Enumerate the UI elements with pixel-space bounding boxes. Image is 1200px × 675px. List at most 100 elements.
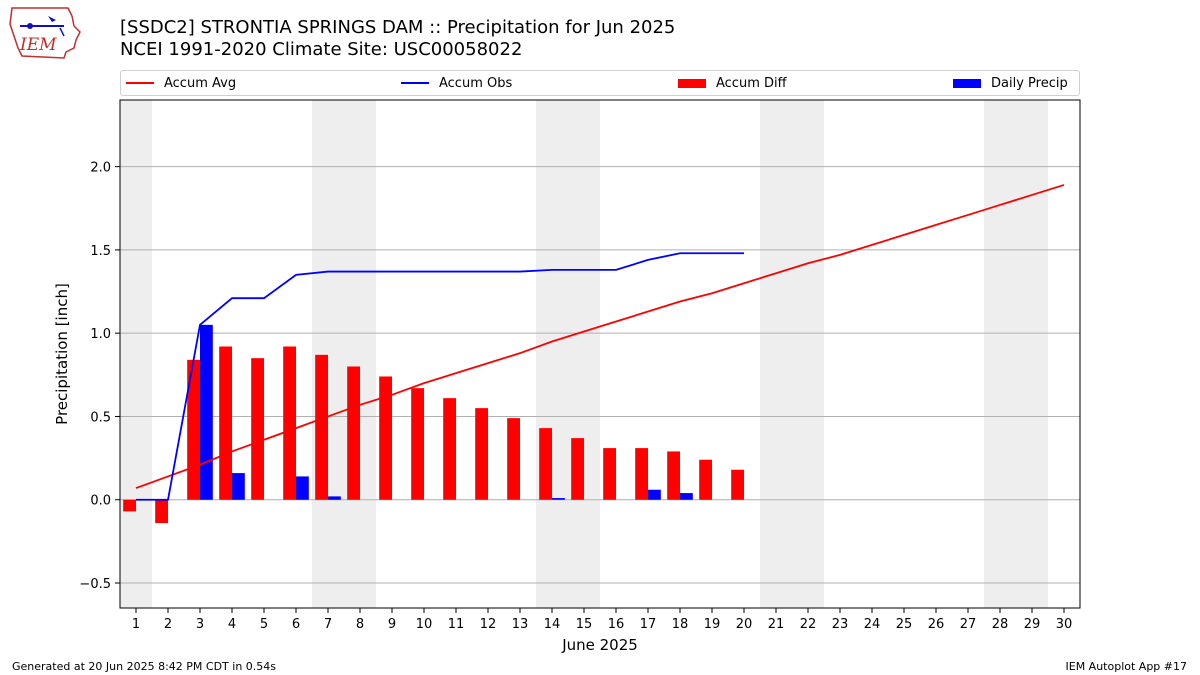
x-tick-label: 2 (164, 617, 172, 632)
accum-diff-bar (635, 448, 648, 500)
generated-note: Generated at 20 Jun 2025 8:42 PM CDT in … (12, 660, 277, 673)
x-tick-label: 11 (448, 617, 465, 632)
accum-diff-bar (411, 388, 424, 500)
daily-precip-bar (552, 498, 565, 500)
y-tick-label: 2.0 (90, 161, 111, 176)
plot-frame (119, 99, 1081, 609)
x-axis-ticks: 1 2 3 4 5 6 7 8 9 10 11 12 13 14 15 16 17 18 19 20 21 22 23 24 2… (132, 608, 1072, 632)
accum-diff-bar (699, 459, 712, 500)
accum-diff-bar (123, 499, 136, 512)
accum-avg-line (135, 184, 1065, 489)
x-tick-label: 15 (576, 617, 593, 632)
legend-avg-swatch (126, 82, 154, 84)
x-tick-label: 21 (768, 617, 785, 632)
accum-diff-bar (347, 366, 360, 500)
x-tick-label: 17 (640, 617, 657, 632)
x-tick-label: 16 (608, 617, 625, 632)
x-tick-label: 24 (864, 617, 881, 632)
gridlines (120, 166, 1080, 584)
title-line-2: NCEI 1991-2020 Climate Site: USC00058022 (120, 39, 523, 60)
legend-obs-swatch (401, 82, 429, 84)
x-tick-label: 26 (928, 617, 945, 632)
y-tick-label: 0.5 (90, 410, 111, 425)
x-tick-label: 30 (1056, 617, 1073, 632)
daily-precip-bar (328, 496, 341, 500)
y-axis-ticks: −0.5 0.0 0.5 1.0 1.5 2.0 (79, 161, 120, 592)
daily-precip-bar (232, 473, 245, 500)
weekend-band (312, 100, 344, 608)
accum-obs-line (136, 252, 744, 501)
accum-diff-bar (571, 438, 584, 500)
x-tick-label: 12 (480, 617, 497, 632)
legend-diff-label: Accum Diff (716, 75, 787, 91)
y-tick-label: 0.0 (90, 494, 111, 509)
x-tick-label: 3 (196, 617, 204, 632)
title-line-1: [SSDC2] STRONTIA SPRINGS DAM :: Precipit… (120, 17, 676, 38)
accum-diff-bar (315, 354, 328, 500)
weekend-band (568, 100, 600, 608)
x-tick-label: 7 (324, 617, 332, 632)
logo-text: IEM (19, 35, 57, 55)
daily-precip-bar (680, 493, 693, 500)
accum-diff-bar (251, 358, 264, 500)
weekend-band (1016, 100, 1048, 608)
legend-accum-obs: Accum Obs (401, 71, 512, 95)
x-tick-label: 6 (292, 617, 300, 632)
x-tick-label: 19 (704, 617, 721, 632)
legend-daily-swatch (953, 78, 981, 88)
x-tick-label: 22 (800, 617, 817, 632)
accum-diff-bar (283, 346, 296, 500)
weekend-band (536, 100, 568, 608)
x-tick-label: 28 (992, 617, 1009, 632)
legend-accum-diff: Accum Diff (678, 71, 787, 95)
y-tick-label: 1.0 (90, 327, 111, 342)
x-tick-label: 20 (736, 617, 753, 632)
chart-title: [SSDC2] STRONTIA SPRINGS DAM :: Precipit… (120, 17, 675, 61)
x-tick-label: 25 (896, 617, 913, 632)
x-tick-label: 29 (1024, 617, 1041, 632)
daily-precip-bar (296, 476, 309, 500)
legend-avg-label: Accum Avg (164, 75, 237, 91)
weekend-band (792, 100, 824, 608)
x-tick-label: 23 (832, 617, 849, 632)
x-tick-label: 27 (960, 617, 977, 632)
x-tick-label: 8 (356, 617, 364, 632)
x-tick-label: 9 (388, 617, 396, 632)
y-tick-label: 1.5 (90, 244, 111, 259)
iem-logo: IEM (8, 6, 82, 64)
accum-diff-bar (219, 346, 232, 500)
lines (135, 184, 1065, 501)
x-tick-label: 13 (512, 617, 529, 632)
y-axis-label: Precipitation [inch] (53, 283, 71, 425)
legend-daily-precip: Daily Precip (953, 71, 1068, 95)
bars (123, 324, 744, 524)
accum-diff-bar (539, 428, 552, 500)
accum-diff-bar (507, 418, 520, 500)
accum-diff-bar (667, 451, 680, 500)
weekend-shading (120, 100, 1048, 608)
x-tick-label: 1 (132, 617, 140, 632)
x-tick-label: 5 (260, 617, 268, 632)
weekend-band (760, 100, 792, 608)
accum-diff-bar (475, 408, 488, 500)
accum-diff-bar (731, 469, 744, 500)
x-tick-label: 10 (416, 617, 433, 632)
legend: Accum Avg Accum Obs Accum Diff Daily Pre… (120, 70, 1080, 96)
legend-accum-avg: Accum Avg (126, 71, 236, 95)
daily-precip-bar (648, 489, 661, 500)
weekend-band (120, 100, 152, 608)
x-tick-label: 18 (672, 617, 689, 632)
x-tick-label: 4 (228, 617, 236, 632)
legend-daily-label: Daily Precip (991, 75, 1068, 91)
accum-diff-bar (603, 448, 616, 500)
accum-diff-bar (379, 376, 392, 500)
legend-diff-swatch (678, 78, 706, 88)
x-axis-label: June 2025 (561, 636, 638, 654)
y-tick-label: −0.5 (79, 577, 111, 592)
daily-precip-bar (200, 324, 213, 500)
accum-diff-bar (187, 359, 200, 500)
weekend-band (344, 100, 376, 608)
weekend-band (984, 100, 1016, 608)
x-tick-label: 14 (544, 617, 561, 632)
